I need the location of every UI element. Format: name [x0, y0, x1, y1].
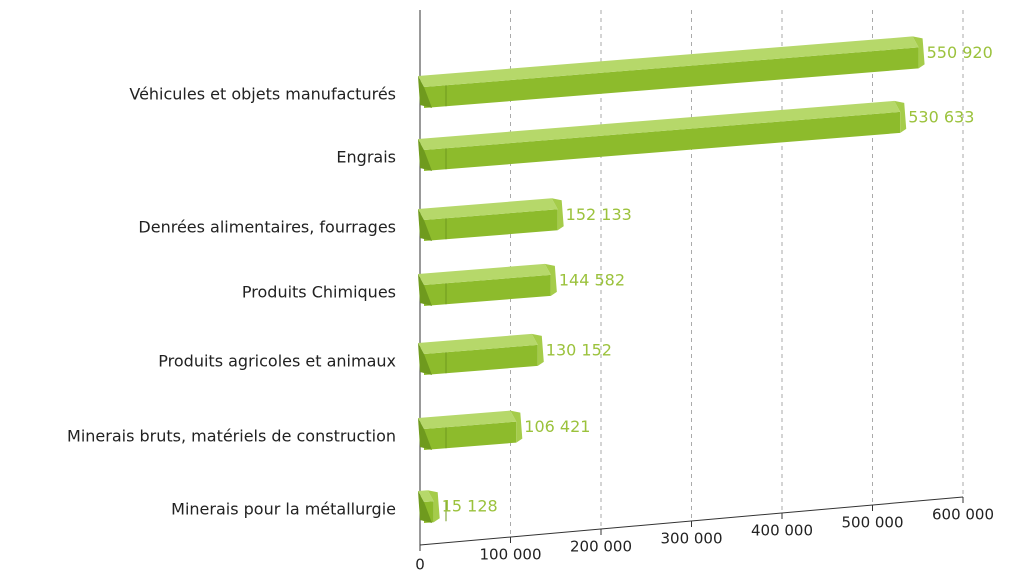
bar	[418, 333, 544, 375]
bar	[418, 263, 557, 306]
x-tick-label: 100 000	[479, 546, 541, 564]
value-label: 106 421	[524, 417, 590, 436]
x-tick-label: 300 000	[660, 530, 722, 548]
bar-face	[418, 410, 517, 429]
bar	[418, 410, 523, 450]
category-label: Véhicules et objets manufacturés	[129, 85, 396, 104]
category-label: Produits Chimiques	[242, 283, 396, 302]
bar	[418, 36, 925, 108]
category-label: Minerais pour la métallurgie	[171, 500, 396, 519]
bar-face	[427, 490, 440, 523]
value-label: 152 133	[566, 205, 632, 224]
bar-face	[418, 76, 432, 108]
bar-face	[424, 111, 901, 171]
bar-face	[418, 100, 901, 150]
value-label: 130 152	[546, 340, 612, 359]
bar-face	[544, 263, 557, 296]
x-tick-label: 600 000	[932, 506, 994, 524]
x-tick-label: 500 000	[841, 514, 903, 532]
x-tick-label: 200 000	[570, 538, 632, 556]
bar	[418, 100, 907, 171]
bar-face	[418, 198, 558, 220]
bar-face	[510, 410, 523, 443]
bar-face	[418, 36, 919, 87]
bar-face	[418, 343, 432, 375]
category-label: Denrées alimentaires, fourrages	[138, 218, 396, 237]
bar-face	[424, 274, 551, 306]
bar-face	[424, 344, 538, 375]
value-label: 144 582	[559, 270, 625, 289]
value-label: 530 633	[908, 107, 974, 126]
category-label: Minerais bruts, matériels de constructio…	[67, 427, 396, 446]
x-tick-label: 0	[415, 556, 425, 574]
bar-face	[418, 139, 432, 171]
value-label: 550 920	[927, 43, 993, 62]
category-label: Engrais	[336, 148, 396, 167]
bar-face	[418, 333, 538, 354]
value-label: 15 128	[442, 497, 498, 516]
bar-face	[418, 418, 432, 450]
bar-face	[912, 36, 925, 69]
bar	[418, 490, 440, 523]
bar-face	[424, 47, 919, 108]
bar-face	[894, 100, 907, 133]
bar-face	[418, 209, 432, 241]
bar-face	[531, 333, 544, 366]
x-tick-label: 400 000	[751, 522, 813, 540]
bar-face	[424, 421, 517, 450]
category-label: Produits agricoles et animaux	[158, 352, 396, 371]
bar-face	[551, 198, 564, 231]
bar-face	[418, 263, 551, 285]
bar-face	[418, 491, 432, 523]
bar	[418, 198, 564, 241]
bar-face	[418, 274, 432, 306]
bar-face	[418, 490, 434, 502]
bar-face	[424, 209, 558, 241]
